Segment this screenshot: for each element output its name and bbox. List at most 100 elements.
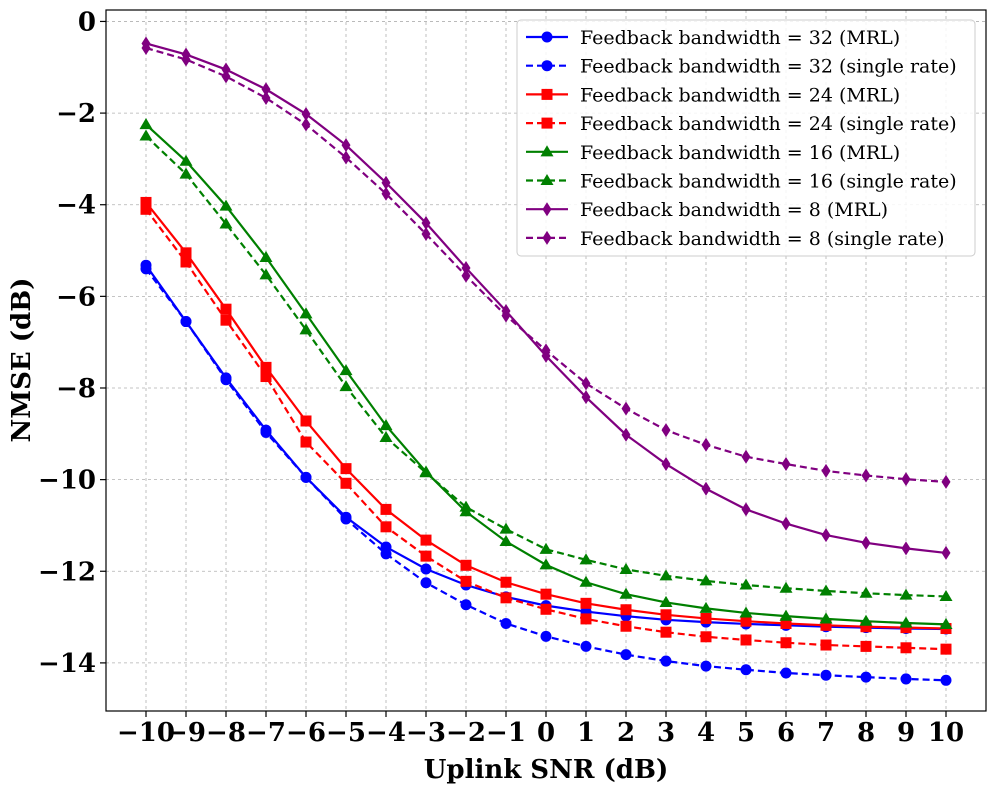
legend-label: Feedback bandwidth = 8 (MRL) xyxy=(580,199,888,221)
data-point xyxy=(180,247,192,259)
data-point xyxy=(540,630,552,642)
legend-marker xyxy=(540,145,554,157)
data-point xyxy=(900,673,912,685)
data-point xyxy=(660,655,672,667)
data-point xyxy=(420,563,432,575)
data-point xyxy=(220,303,232,315)
y-tick-label: −8 xyxy=(56,374,96,404)
legend-label: Feedback bandwidth = 32 (single rate) xyxy=(580,56,957,78)
data-point xyxy=(460,599,472,611)
series-line xyxy=(145,208,947,651)
data-point xyxy=(219,217,233,229)
legend-item: Feedback bandwidth = 32 (single rate) xyxy=(526,56,957,78)
data-point xyxy=(339,380,353,392)
x-tick-label: 2 xyxy=(617,718,635,748)
data-point xyxy=(699,574,713,586)
data-point xyxy=(500,592,512,604)
data-point xyxy=(660,626,672,638)
data-point xyxy=(581,390,591,405)
y-tick-label: −12 xyxy=(38,557,96,587)
data-point xyxy=(860,671,872,683)
data-point xyxy=(701,481,711,496)
data-point xyxy=(380,521,392,533)
data-point xyxy=(579,575,593,587)
legend-label: Feedback bandwidth = 8 (single rate) xyxy=(580,228,945,250)
data-point xyxy=(619,562,633,574)
data-point xyxy=(941,474,951,489)
data-point xyxy=(540,588,552,600)
data-point xyxy=(659,595,673,607)
data-point xyxy=(380,503,392,515)
data-point xyxy=(700,660,712,672)
x-tick-label: −6 xyxy=(286,718,326,748)
data-point xyxy=(259,268,273,280)
x-tick-label: 0 xyxy=(537,718,555,748)
data-point xyxy=(621,401,631,416)
data-point xyxy=(779,609,793,621)
data-point xyxy=(540,603,552,615)
x-tick-label: 4 xyxy=(697,718,715,748)
data-point xyxy=(259,250,273,262)
series-3 xyxy=(140,196,952,635)
x-tick-label: −3 xyxy=(406,718,446,748)
legend-marker xyxy=(541,31,553,43)
legend-item: Feedback bandwidth = 24 (MRL) xyxy=(526,84,900,106)
x-tick-label: −8 xyxy=(206,718,246,748)
x-tick-label: 8 xyxy=(857,718,875,748)
data-point xyxy=(380,548,392,560)
data-point xyxy=(300,415,312,427)
data-point xyxy=(620,620,632,632)
data-point xyxy=(699,601,713,613)
data-point xyxy=(539,542,553,554)
data-point xyxy=(181,52,191,67)
data-point xyxy=(420,550,432,562)
data-point xyxy=(580,613,592,625)
series-4 xyxy=(140,203,952,655)
data-point xyxy=(381,175,391,190)
data-point xyxy=(780,637,792,649)
data-point xyxy=(140,196,152,208)
data-point xyxy=(420,534,432,546)
legend-marker xyxy=(541,88,553,100)
data-point xyxy=(940,643,952,655)
data-point xyxy=(739,578,753,590)
data-point xyxy=(180,316,192,328)
data-point xyxy=(180,256,192,268)
data-point xyxy=(260,426,272,438)
data-point xyxy=(140,263,152,275)
data-point xyxy=(461,268,471,283)
data-point xyxy=(260,361,272,373)
legend-marker xyxy=(540,174,554,186)
data-point xyxy=(820,619,832,631)
data-point xyxy=(899,616,913,628)
x-tick-label: 1 xyxy=(577,718,595,748)
data-point xyxy=(220,314,232,326)
data-point xyxy=(821,463,831,478)
data-point xyxy=(661,423,671,438)
legend-item: Feedback bandwidth = 16 (MRL) xyxy=(526,142,900,164)
data-point xyxy=(219,199,233,211)
data-point xyxy=(340,513,352,525)
data-point xyxy=(779,581,793,593)
x-tick-label: −4 xyxy=(366,718,406,748)
data-point xyxy=(861,535,871,550)
x-tick-label: 3 xyxy=(657,718,675,748)
data-point xyxy=(539,558,553,570)
data-point xyxy=(339,364,353,376)
x-tick-label: 6 xyxy=(777,718,795,748)
data-point xyxy=(901,541,911,556)
series-line xyxy=(145,135,947,598)
data-point xyxy=(221,69,231,84)
data-point xyxy=(821,528,831,543)
legend-label: Feedback bandwidth = 32 (MRL) xyxy=(580,27,900,49)
data-point xyxy=(819,584,833,596)
legend-item: Feedback bandwidth = 32 (MRL) xyxy=(526,27,900,49)
data-point xyxy=(659,569,673,581)
legend-label: Feedback bandwidth = 24 (single rate) xyxy=(580,113,957,135)
data-point xyxy=(580,640,592,652)
y-tick-label: −2 xyxy=(56,99,96,129)
data-point xyxy=(661,457,671,472)
data-point xyxy=(260,371,272,383)
data-point xyxy=(499,534,513,547)
data-point xyxy=(740,664,752,676)
